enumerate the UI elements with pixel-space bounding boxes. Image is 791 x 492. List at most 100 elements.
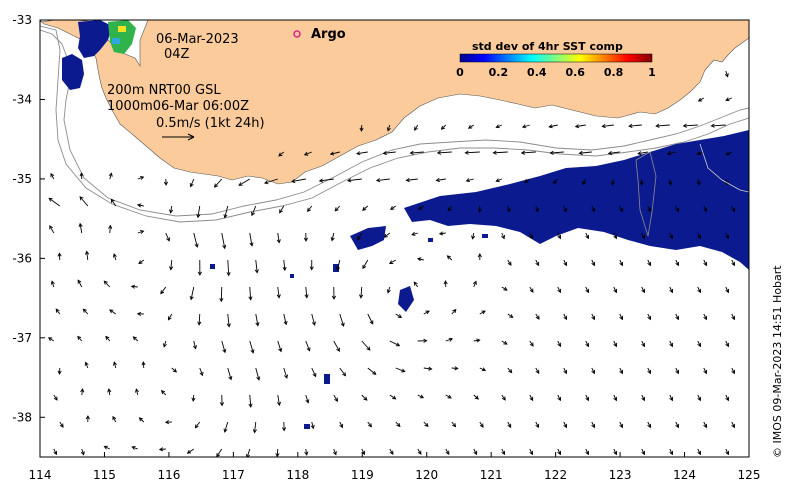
current-vector xyxy=(725,448,729,455)
current-vector xyxy=(602,124,614,127)
current-vector xyxy=(198,313,201,325)
current-vector xyxy=(307,205,313,212)
current-vector-head xyxy=(411,231,416,236)
current-vector xyxy=(389,259,397,264)
current-vector-head xyxy=(347,178,352,183)
current-vector-head xyxy=(535,315,540,320)
current-vector-head xyxy=(375,178,381,183)
current-vector-head xyxy=(275,453,280,457)
colorbar: std dev of 4hr SST comp 0 0.2 0.4 0.6 0.8 1 xyxy=(456,40,656,79)
current-vector-head xyxy=(78,222,83,228)
current-vector xyxy=(362,259,369,269)
current-vector xyxy=(557,286,561,293)
current-vector-head xyxy=(252,429,257,434)
current-vector-head xyxy=(476,338,481,343)
current-vector xyxy=(50,173,55,180)
current-vector-head xyxy=(383,233,388,238)
scale-arrow xyxy=(162,133,195,141)
current-vector-head xyxy=(366,346,371,351)
current-vector-head xyxy=(107,388,112,393)
current-vector xyxy=(193,232,198,248)
current-vector xyxy=(170,259,173,270)
current-vector-head xyxy=(495,178,500,183)
current-vector-head xyxy=(697,288,702,294)
current-vector xyxy=(731,367,735,374)
current-vector-head xyxy=(474,395,479,400)
current-vector-head xyxy=(368,423,372,428)
current-vector-head xyxy=(103,280,108,285)
current-vector-head xyxy=(290,179,296,184)
current-vector xyxy=(698,97,705,102)
current-vector-head xyxy=(641,450,646,456)
current-vector xyxy=(214,178,223,188)
current-vector xyxy=(669,286,673,293)
current-vector xyxy=(249,340,254,353)
current-vector-head xyxy=(110,198,115,203)
x-tick-label: 124 xyxy=(673,468,696,482)
current-vector xyxy=(283,367,288,379)
current-vector xyxy=(465,151,480,154)
current-vector xyxy=(249,286,252,300)
current-vector-head xyxy=(529,234,534,240)
sst-patch-small5 xyxy=(304,424,310,429)
current-vector-head xyxy=(731,369,736,375)
current-vector-head xyxy=(334,207,339,212)
current-vector-head xyxy=(249,242,254,247)
current-vector xyxy=(669,340,673,347)
current-vector-head xyxy=(392,395,397,400)
contour-200m xyxy=(40,29,749,217)
current-vector xyxy=(53,448,57,455)
current-vector-head xyxy=(238,182,243,186)
current-vector-head xyxy=(731,423,736,429)
current-vector xyxy=(108,389,111,396)
current-vector-head xyxy=(112,415,117,421)
current-vector xyxy=(192,394,195,402)
current-vector xyxy=(667,151,676,155)
current-vector xyxy=(361,340,371,351)
current-vector-head xyxy=(641,288,646,294)
current-vector-head xyxy=(529,450,534,456)
x-tick-label: 116 xyxy=(157,468,180,482)
current-vector-head xyxy=(219,402,225,407)
current-vector-head xyxy=(501,450,506,456)
current-vector-head xyxy=(390,206,395,210)
current-vector-head xyxy=(619,207,624,213)
current-vector xyxy=(529,286,534,293)
current-vector xyxy=(417,258,424,261)
current-vector xyxy=(563,421,567,428)
current-vector xyxy=(395,313,402,318)
current-vector xyxy=(255,367,260,381)
legend-line-2: 1000m06-Mar 06:00Z xyxy=(107,99,249,114)
current-vector xyxy=(113,362,117,369)
current-vector xyxy=(55,308,61,315)
current-vector xyxy=(305,340,311,351)
current-vector xyxy=(647,421,651,428)
current-vector-head xyxy=(535,369,540,375)
current-vector xyxy=(305,394,309,403)
current-vector-head xyxy=(529,288,534,293)
current-vector-head xyxy=(611,181,616,186)
current-vector-head xyxy=(389,450,394,455)
current-vector-head xyxy=(647,423,652,429)
current-vector xyxy=(669,448,673,455)
current-vector xyxy=(725,97,732,101)
current-vector xyxy=(468,124,475,129)
current-vector xyxy=(703,259,707,266)
current-vector-head xyxy=(251,211,255,217)
current-vector-head xyxy=(131,445,136,450)
current-vector-head xyxy=(585,396,590,402)
current-vector-head xyxy=(591,423,596,429)
current-vector xyxy=(135,389,139,396)
current-vector-head xyxy=(445,450,450,455)
current-vector-head xyxy=(53,450,58,456)
current-vector xyxy=(77,336,83,342)
axis-ticks: 114 115 116 117 118 119 120 121 122 123 124 125 -33 -… xyxy=(12,13,760,482)
current-vector-head xyxy=(305,399,310,404)
current-vector-head xyxy=(57,370,62,375)
current-vector xyxy=(333,394,338,402)
current-vector-head xyxy=(465,178,471,183)
current-vector xyxy=(227,313,230,327)
current-vector xyxy=(216,448,223,457)
sst-patch-bright xyxy=(108,20,136,54)
current-vector-head xyxy=(164,420,170,425)
